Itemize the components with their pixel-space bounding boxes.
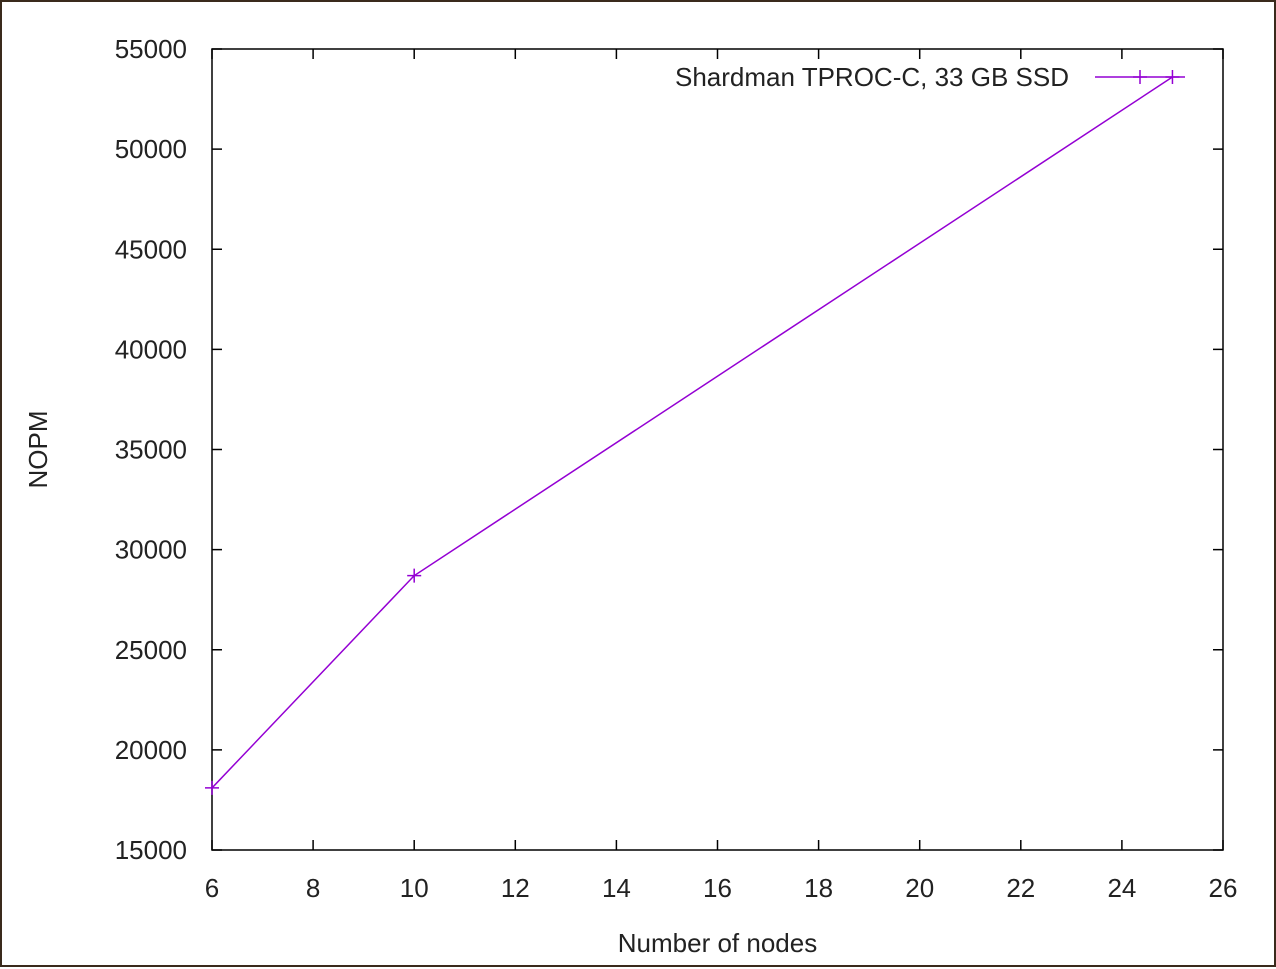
legend-marker: [1133, 70, 1147, 84]
series-line: [211, 76, 1173, 789]
y-tick-label: 25000: [115, 635, 187, 665]
x-tick-label: 14: [602, 873, 631, 903]
y-tick-label: 50000: [115, 134, 187, 164]
x-tick-label: 16: [703, 873, 732, 903]
x-tick-label: 6: [205, 873, 219, 903]
legend-label: Shardman TPROC-C, 33 GB SSD: [675, 62, 1069, 92]
legend: Shardman TPROC-C, 33 GB SSD: [675, 62, 1185, 92]
x-tick-label: 12: [501, 873, 530, 903]
x-tick-label: 20: [905, 873, 934, 903]
y-tick-label: 20000: [115, 735, 187, 765]
plot-area: [211, 48, 1224, 851]
y-axis-title: NOPM: [23, 411, 53, 489]
y-tick-label: 30000: [115, 535, 187, 565]
y-tick-label: 35000: [115, 435, 187, 465]
y-tick-label: 45000: [115, 234, 187, 264]
x-tick-label: 18: [804, 873, 833, 903]
x-tick-label: 24: [1107, 873, 1136, 903]
y-tick-label: 55000: [115, 34, 187, 64]
x-tick-label: 10: [400, 873, 429, 903]
x-tick-label: 26: [1209, 873, 1238, 903]
data-point-marker: [205, 780, 219, 795]
x-tick-label: 22: [1006, 873, 1035, 903]
x-tick-label: 8: [306, 873, 320, 903]
y-tick-label: 40000: [115, 334, 187, 364]
series-layer: [205, 70, 1180, 795]
y-axis: 15000 20000 25000 30000 35000 40000 45000 50000…: [115, 34, 1223, 865]
y-tick-label: 15000: [115, 835, 187, 865]
x-axis: 6 8 10 12 14 16 18 20 22 24 26: [205, 49, 1238, 903]
data-point-marker: [407, 568, 422, 583]
x-axis-title: Number of nodes: [618, 928, 817, 958]
